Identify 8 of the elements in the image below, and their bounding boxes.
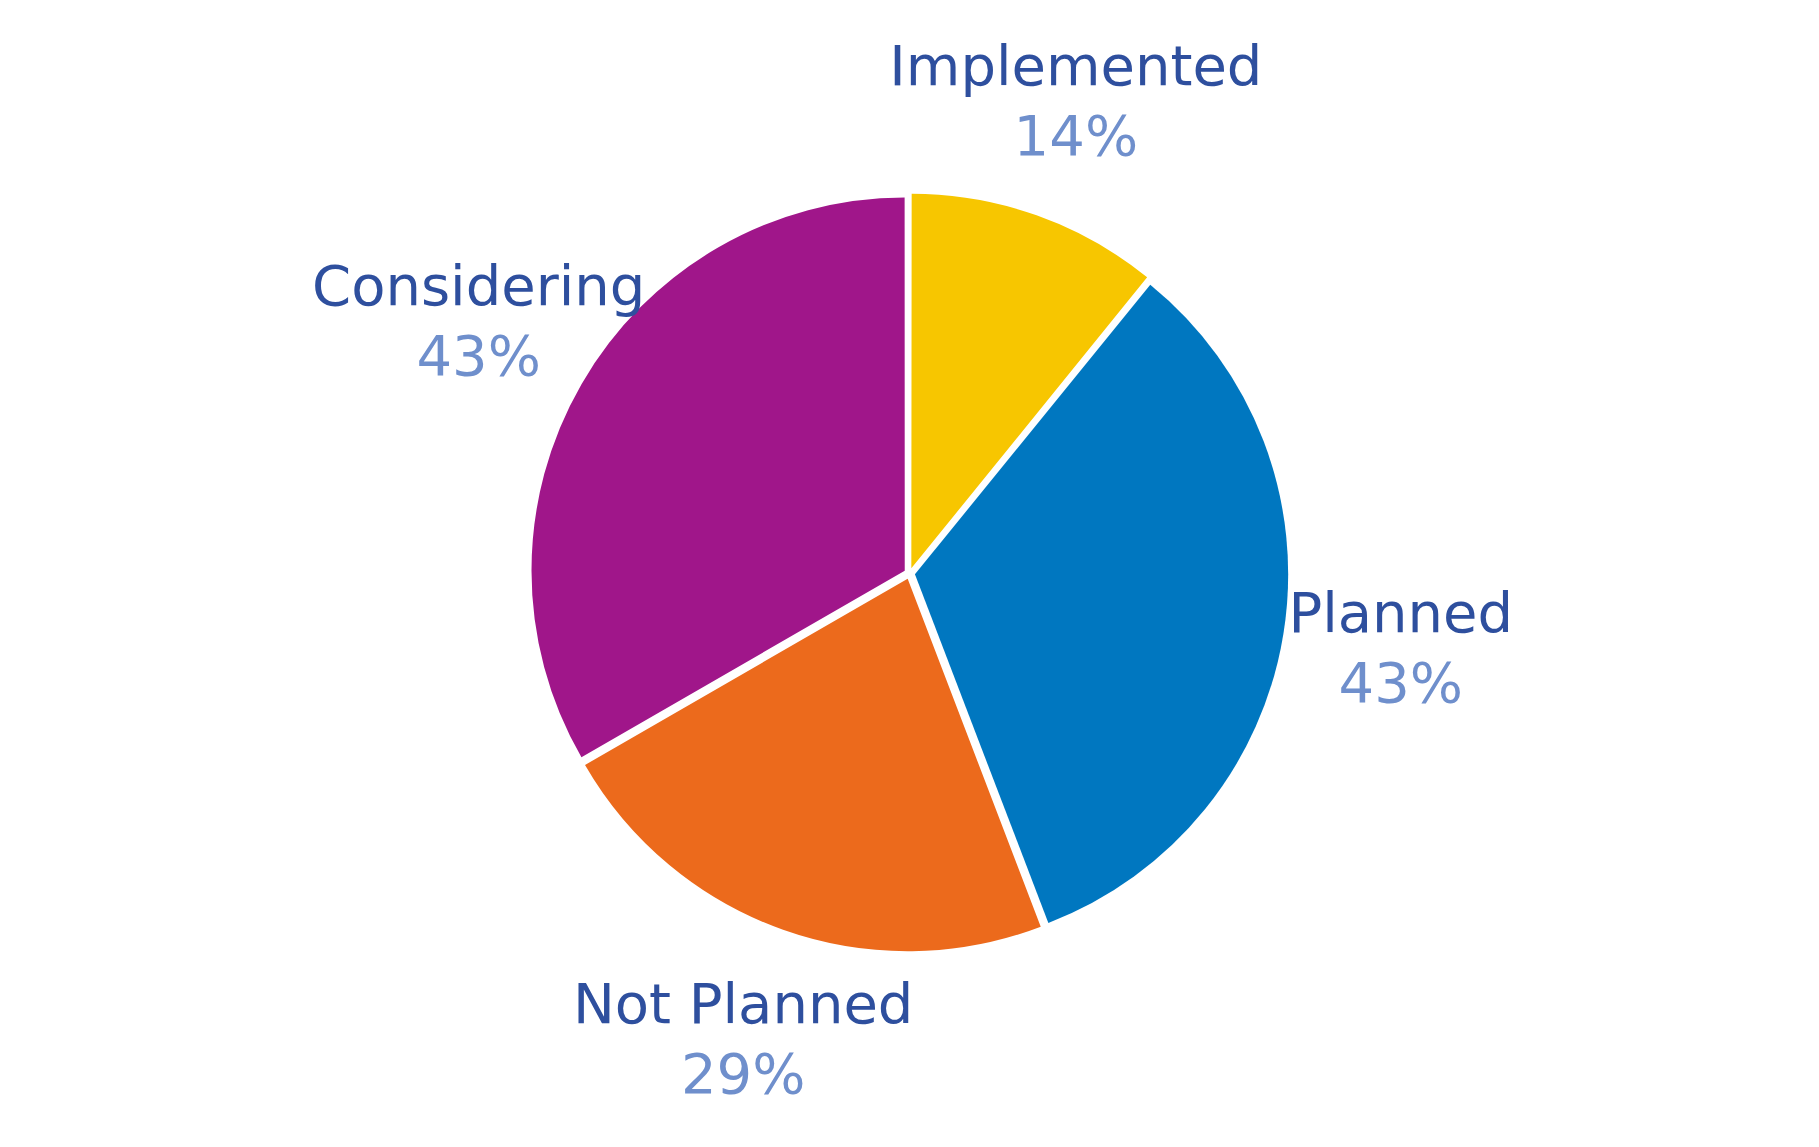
data-label: 29%: [680, 1040, 806, 1106]
data-label: 43%: [1338, 650, 1464, 716]
slice-label: Implemented: [889, 33, 1263, 99]
data-label: 43%: [416, 323, 541, 389]
slice-label: Considering: [312, 253, 646, 319]
slice-label: Planned: [1288, 580, 1514, 646]
slice-label: Not Planned: [572, 970, 914, 1036]
data-label: 14%: [1013, 103, 1139, 169]
